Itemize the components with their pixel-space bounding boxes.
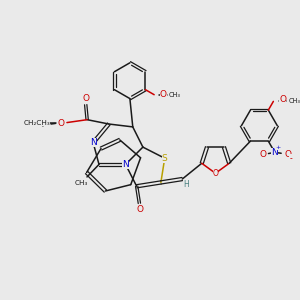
Text: CH₂CH₃: CH₂CH₃: [23, 120, 50, 126]
Text: O: O: [212, 169, 218, 178]
Text: N: N: [90, 138, 97, 147]
Text: O: O: [82, 94, 89, 103]
Text: N: N: [122, 160, 129, 169]
Text: O: O: [279, 95, 286, 104]
Text: O: O: [160, 90, 167, 99]
Text: O: O: [137, 205, 144, 214]
Text: O: O: [259, 150, 266, 159]
Text: CH₃: CH₃: [169, 92, 181, 98]
Text: H: H: [183, 180, 189, 189]
Text: CH₃: CH₃: [75, 180, 88, 186]
Text: O: O: [284, 150, 291, 159]
Text: CH₃: CH₃: [288, 98, 300, 104]
Text: O: O: [57, 119, 64, 128]
Text: S: S: [162, 154, 168, 163]
Text: +: +: [276, 145, 281, 150]
Text: -: -: [289, 154, 292, 163]
Text: ethyl: ethyl: [32, 122, 47, 127]
Text: N: N: [272, 148, 278, 157]
